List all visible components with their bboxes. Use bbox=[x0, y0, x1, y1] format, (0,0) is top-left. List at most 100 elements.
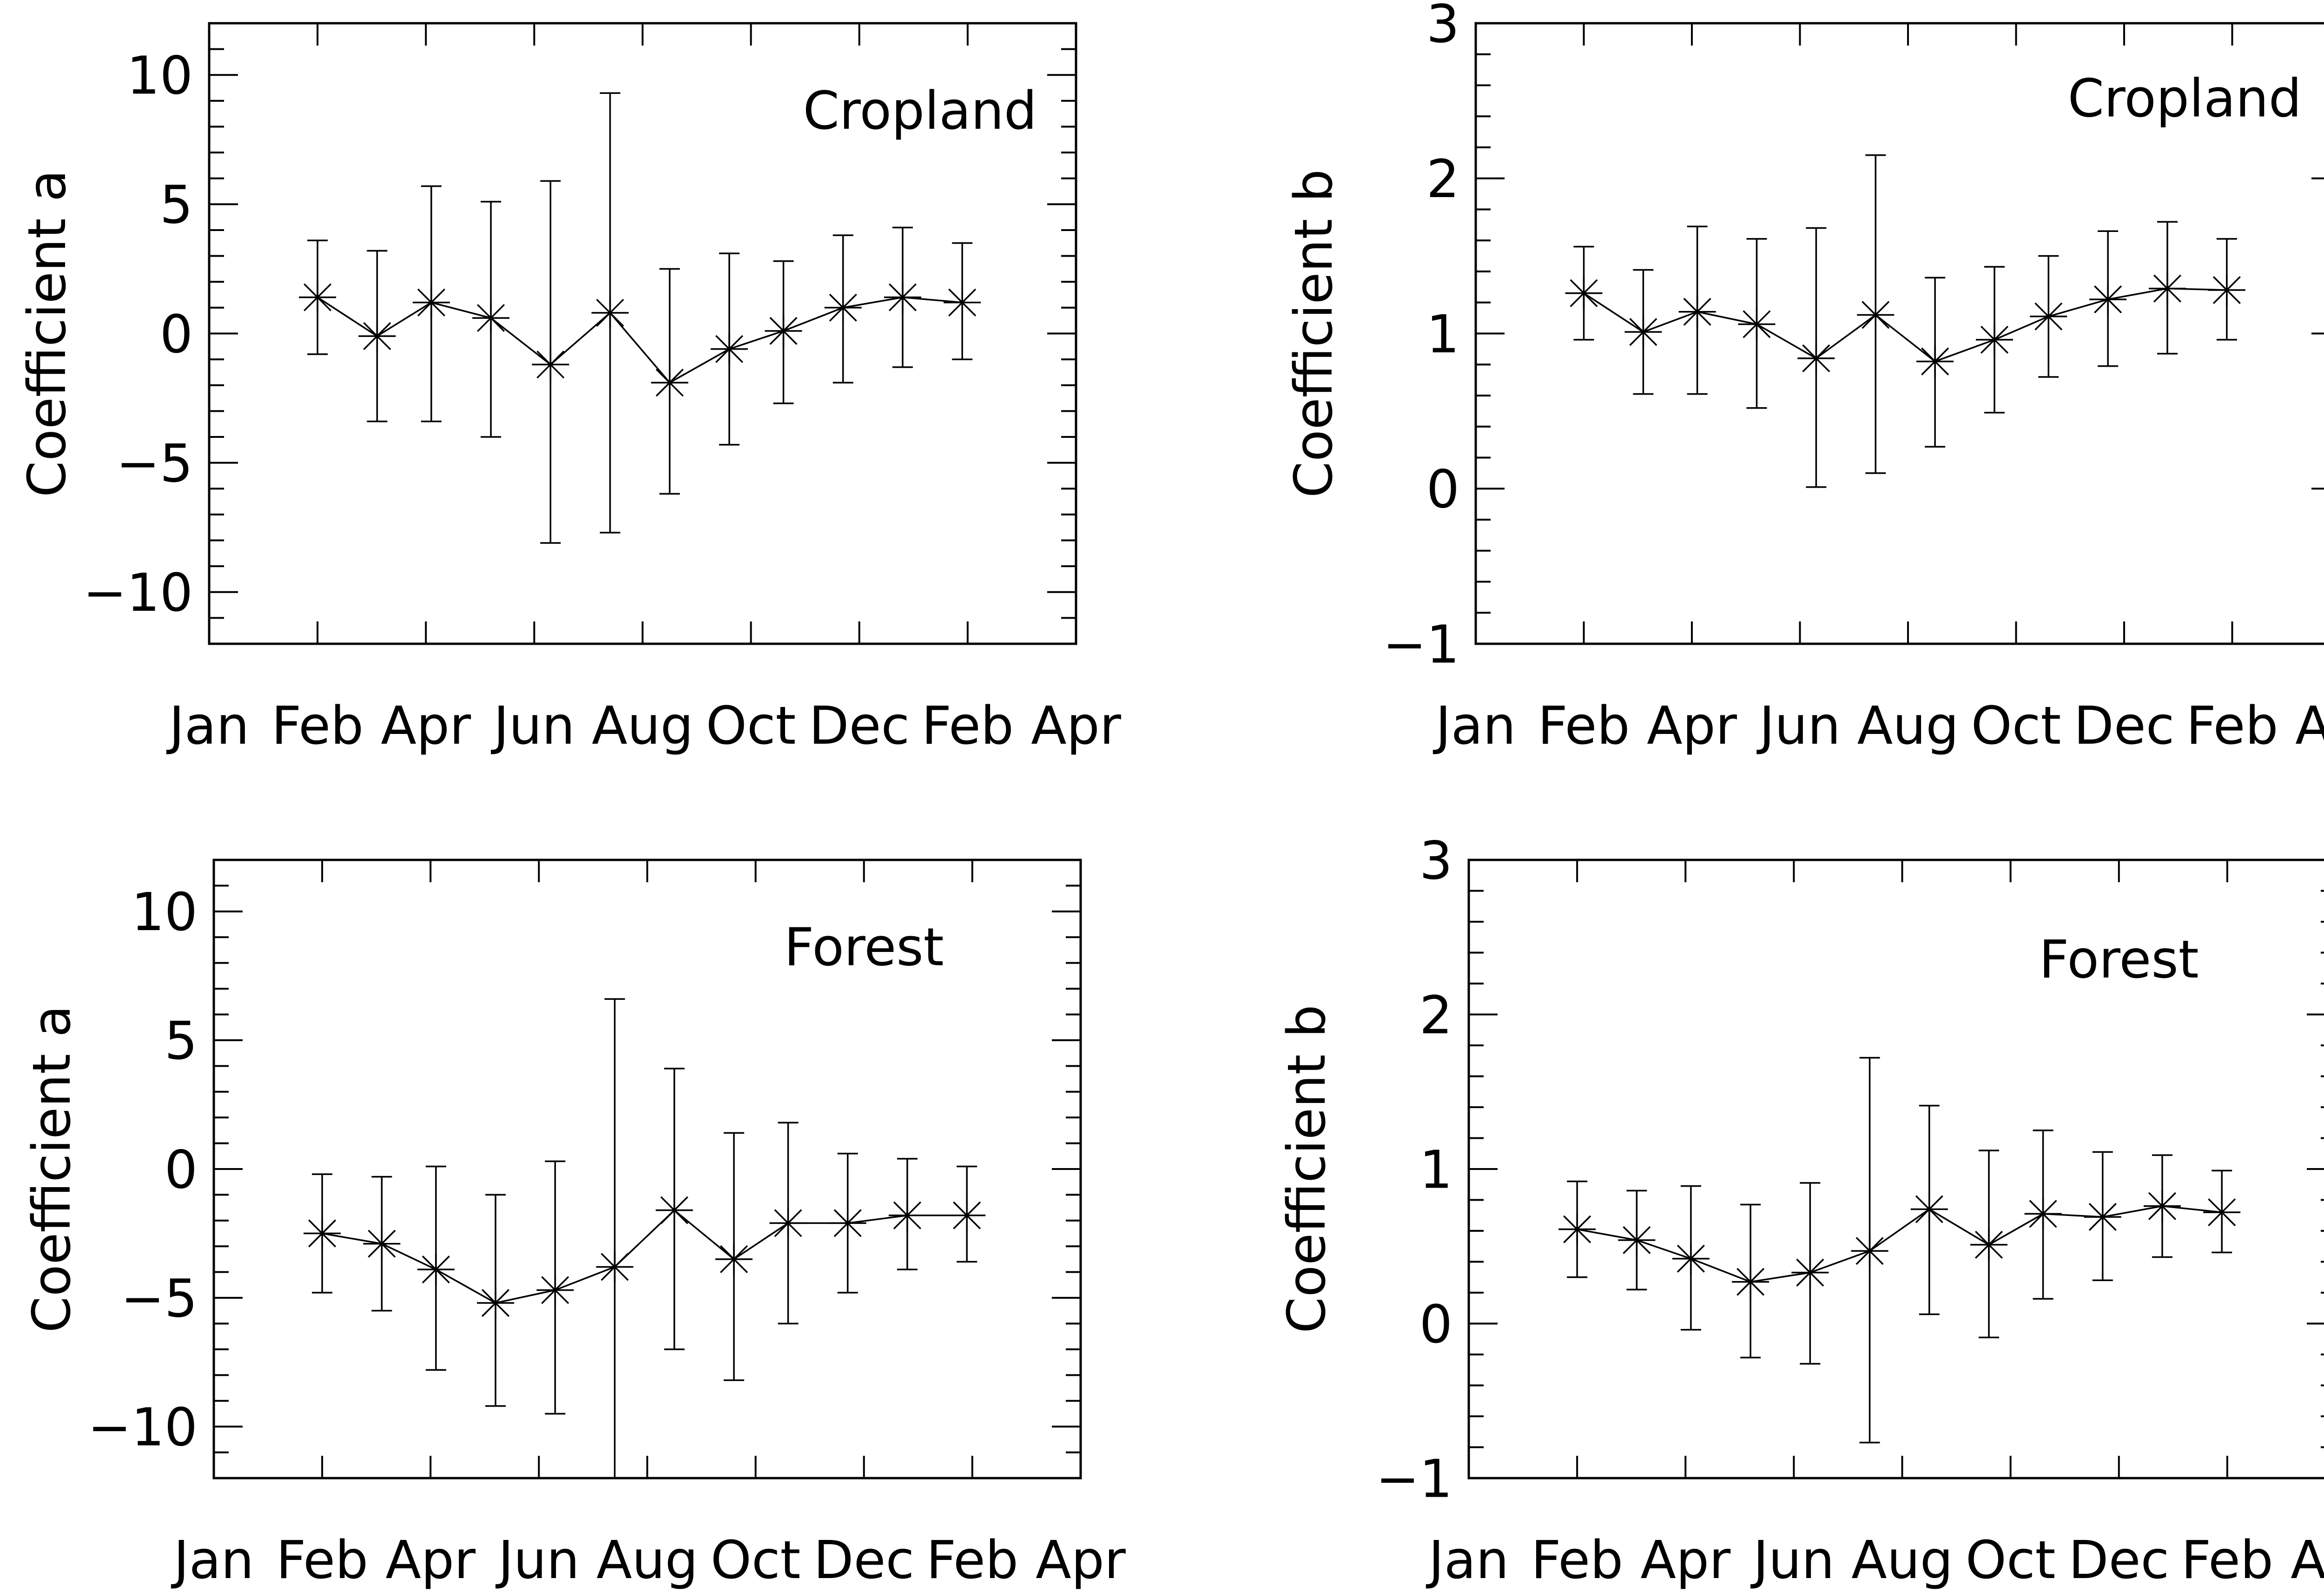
y-tick-label: 5 bbox=[165, 1011, 198, 1071]
panel-4-title: Forest bbox=[2039, 930, 2199, 990]
data-point bbox=[1857, 299, 1895, 331]
data-point bbox=[1618, 1224, 1656, 1256]
panel-1-series-line bbox=[317, 296, 963, 384]
data-point bbox=[412, 286, 450, 318]
x-tick-label: Oct bbox=[1966, 1530, 2056, 1591]
data-point bbox=[1732, 1266, 1769, 1298]
data-point bbox=[363, 1228, 401, 1260]
x-tick-label: Apr bbox=[2291, 1530, 2324, 1591]
data-point bbox=[1797, 342, 1835, 374]
panel-4-data bbox=[1558, 1057, 2241, 1444]
x-tick-label: Apr bbox=[2295, 696, 2324, 756]
y-tick-label: −10 bbox=[88, 1397, 198, 1458]
y-tick-label: −1 bbox=[1376, 1449, 1452, 1509]
y-tick-label: −10 bbox=[83, 563, 193, 623]
x-tick-label: Dec bbox=[2074, 696, 2175, 756]
data-point bbox=[417, 1254, 455, 1286]
data-point bbox=[299, 281, 337, 313]
data-point bbox=[1791, 1256, 1829, 1288]
panel-1-data bbox=[299, 92, 981, 544]
data-point bbox=[1910, 1193, 1948, 1225]
x-tick-label: Jun bbox=[1750, 1530, 1835, 1591]
data-point bbox=[2030, 300, 2067, 332]
y-tick-label: 3 bbox=[1426, 0, 1459, 54]
y-tick-label: 0 bbox=[1419, 1295, 1452, 1355]
data-point bbox=[1558, 1213, 1596, 1245]
x-tick-label: Jan bbox=[166, 696, 250, 756]
x-tick-label: Aug bbox=[592, 696, 693, 756]
panel-forest-coefficient-b: −10123JanFebAprJunAugOctDecFebAprCoeffic… bbox=[1277, 831, 2324, 1591]
panel-3-title: Forest bbox=[784, 918, 944, 978]
x-tick-label: Feb bbox=[2186, 696, 2278, 756]
x-tick-label: Feb bbox=[926, 1530, 1018, 1591]
x-tick-label: Apr bbox=[385, 1530, 476, 1591]
y-tick-label: 10 bbox=[131, 882, 198, 943]
x-tick-label: Dec bbox=[809, 696, 910, 756]
data-point bbox=[655, 1194, 693, 1226]
data-point bbox=[948, 1199, 986, 1231]
data-point bbox=[358, 320, 396, 352]
x-tick-label: Apr bbox=[1647, 696, 1737, 756]
panel-1-title: Cropland bbox=[803, 81, 1037, 141]
panel-cropland-coefficient-b: −10123JanFebAprJunAugOctDecFebAprCoeffic… bbox=[1284, 0, 2324, 756]
data-point bbox=[2149, 272, 2186, 304]
y-tick-label: 10 bbox=[126, 46, 193, 106]
panel-1-y-axis-label: Coefficient a bbox=[17, 170, 78, 497]
data-point bbox=[1851, 1235, 1888, 1267]
x-tick-label: Apr bbox=[1036, 1530, 1126, 1591]
data-point bbox=[824, 291, 862, 324]
data-point bbox=[829, 1207, 866, 1239]
panel-4-series-line bbox=[1577, 1205, 2222, 1283]
x-tick-label: Jan bbox=[171, 1530, 254, 1591]
data-point bbox=[2084, 1201, 2121, 1233]
x-tick-label: Jan bbox=[1426, 1530, 1509, 1591]
y-tick-label: 2 bbox=[1419, 985, 1452, 1046]
data-point bbox=[769, 1207, 807, 1239]
data-point bbox=[2089, 284, 2127, 316]
data-point bbox=[472, 302, 510, 334]
data-point bbox=[596, 1251, 634, 1283]
data-point bbox=[1738, 308, 1776, 340]
data-point bbox=[1624, 316, 1662, 348]
x-tick-label: Oct bbox=[711, 1530, 801, 1591]
x-tick-label: Feb bbox=[271, 696, 363, 756]
data-point bbox=[2208, 274, 2245, 306]
data-point bbox=[304, 1217, 341, 1249]
y-tick-label: −1 bbox=[1383, 614, 1459, 675]
data-point bbox=[1970, 1229, 2007, 1261]
panel-2-title: Cropland bbox=[2068, 69, 2302, 129]
x-tick-label: Aug bbox=[596, 1530, 698, 1591]
y-tick-label: 0 bbox=[160, 304, 193, 365]
data-point bbox=[711, 333, 748, 365]
y-tick-label: 2 bbox=[1426, 149, 1459, 210]
x-tick-label: Feb bbox=[276, 1530, 368, 1591]
y-tick-label: 3 bbox=[1419, 831, 1452, 891]
x-tick-label: Feb bbox=[1531, 1530, 1623, 1591]
x-tick-label: Oct bbox=[1971, 696, 2061, 756]
y-tick-label: 1 bbox=[1426, 304, 1459, 365]
data-point bbox=[536, 1274, 574, 1306]
panel-2-y-axis-label: Coefficient b bbox=[1284, 169, 1344, 498]
x-tick-label: Jun bbox=[1756, 696, 1841, 756]
data-point bbox=[1916, 345, 1954, 377]
data-point bbox=[2144, 1190, 2181, 1222]
x-tick-label: Jun bbox=[491, 696, 575, 756]
x-tick-label: Feb bbox=[922, 696, 1014, 756]
data-point bbox=[2024, 1198, 2062, 1230]
x-tick-label: Oct bbox=[706, 696, 796, 756]
data-point bbox=[532, 349, 569, 381]
x-tick-label: Apr bbox=[1640, 1530, 1731, 1591]
data-point bbox=[889, 1199, 926, 1231]
data-point bbox=[1672, 1242, 1710, 1275]
panel-2-series-line bbox=[1583, 287, 2227, 363]
data-point bbox=[1678, 296, 1716, 328]
data-point bbox=[765, 315, 802, 347]
y-tick-label: 0 bbox=[1426, 460, 1459, 520]
panel-3-data bbox=[304, 998, 986, 1478]
data-point bbox=[591, 297, 629, 329]
x-tick-label: Feb bbox=[1538, 696, 1630, 756]
x-tick-label: Dec bbox=[813, 1530, 914, 1591]
